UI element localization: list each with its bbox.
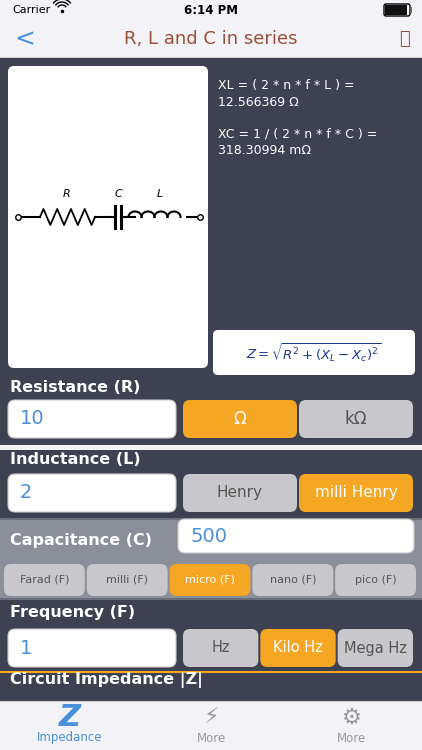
FancyBboxPatch shape [8,474,176,512]
Bar [0,701,422,750]
Text: $Z = \sqrt{R^2 + (X_L - X_c)^2}$: $Z = \sqrt{R^2 + (X_L - X_c)^2}$ [246,342,381,364]
Text: C: C [114,189,122,199]
Text: 12.566369 Ω: 12.566369 Ω [218,95,299,109]
Text: Ω: Ω [234,410,246,428]
Text: Frequency (F): Frequency (F) [10,605,135,620]
FancyBboxPatch shape [299,400,413,438]
Text: R: R [63,189,71,199]
Text: 500: 500 [190,526,227,545]
Text: mΩ: mΩ [207,713,234,728]
Text: Ω: Ω [292,713,304,728]
FancyBboxPatch shape [8,400,176,438]
Text: 2: 2 [20,484,32,502]
Text: Carrier: Carrier [12,5,50,15]
Text: 318.30994 mΩ: 318.30994 mΩ [218,143,311,157]
Text: micro (F): micro (F) [185,575,235,585]
Text: R, L and C in series: R, L and C in series [124,30,298,48]
FancyBboxPatch shape [335,564,416,596]
Bar [385,5,407,15]
FancyBboxPatch shape [4,564,85,596]
Text: More: More [337,731,367,745]
Text: Farad (F): Farad (F) [20,575,69,585]
Bar [0,518,422,520]
Text: 1: 1 [20,638,32,658]
FancyBboxPatch shape [338,702,413,740]
Text: Henry: Henry [217,485,263,500]
Text: Mega Hz: Mega Hz [344,640,407,656]
FancyBboxPatch shape [183,702,258,740]
Text: Inductance (L): Inductance (L) [10,452,141,467]
FancyBboxPatch shape [87,564,168,596]
FancyBboxPatch shape [183,400,297,438]
Bar [0,57,422,58]
Text: kΩ: kΩ [365,713,386,728]
FancyBboxPatch shape [183,629,258,667]
Text: 15.812: 15.812 [20,711,93,731]
FancyBboxPatch shape [213,330,415,375]
Text: Hz: Hz [211,640,230,656]
Text: milli (F): milli (F) [106,575,148,585]
Text: nano (F): nano (F) [270,575,316,585]
Text: XL = ( 2 * n * f * L ) =: XL = ( 2 * n * f * L ) = [218,80,354,92]
Text: ⚡: ⚡ [203,708,219,728]
Text: milli Henry: milli Henry [315,485,398,500]
FancyBboxPatch shape [260,702,335,740]
Bar [0,598,422,600]
Text: Impedance: Impedance [37,731,103,745]
FancyBboxPatch shape [170,564,250,596]
Bar [0,450,422,518]
Text: pico (F): pico (F) [355,575,396,585]
Text: L: L [157,189,163,199]
Text: 10: 10 [20,410,45,428]
Bar [0,518,422,520]
FancyBboxPatch shape [338,629,413,667]
Text: XC = 1 / ( 2 * n * f * C ) =: XC = 1 / ( 2 * n * f * C ) = [218,128,377,140]
Text: Capacitance (C): Capacitance (C) [10,532,152,548]
Text: 6:14 PM: 6:14 PM [184,4,238,16]
Text: kΩ: kΩ [345,410,367,428]
FancyBboxPatch shape [8,66,208,368]
Text: ⎙: ⎙ [400,30,410,48]
FancyBboxPatch shape [8,629,176,667]
FancyBboxPatch shape [8,702,176,740]
FancyBboxPatch shape [252,564,333,596]
Bar [0,58,422,378]
FancyBboxPatch shape [178,519,414,553]
Text: Resistance (R): Resistance (R) [10,380,141,394]
Bar [0,600,422,672]
FancyBboxPatch shape [299,474,413,512]
Bar [0,378,422,445]
Bar [0,518,422,600]
FancyBboxPatch shape [260,629,335,667]
Bar [410,7,412,13]
Text: Circuit Impedance |Z|: Circuit Impedance |Z| [10,672,203,688]
Text: <: < [14,27,35,51]
Text: ⚙: ⚙ [342,708,362,728]
Text: More: More [196,731,226,745]
Bar [0,0,422,20]
FancyBboxPatch shape [183,474,297,512]
Text: Z: Z [59,704,81,733]
Bar [0,672,422,750]
Text: Kilo Hz: Kilo Hz [273,640,323,656]
Bar [0,20,422,57]
